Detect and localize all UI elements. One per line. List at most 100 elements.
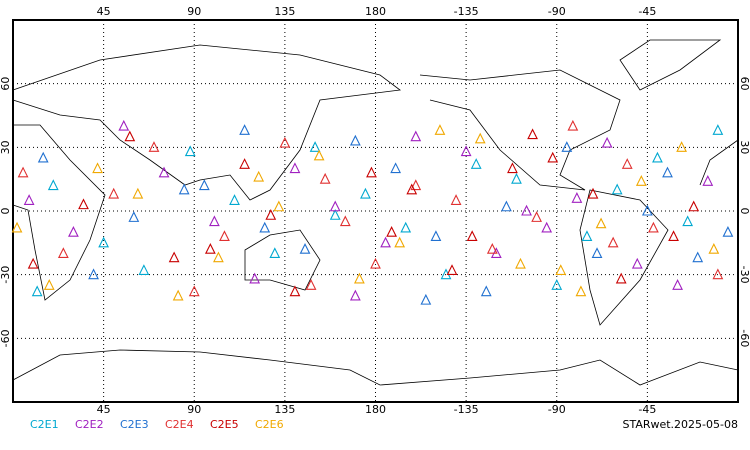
- x-tick-label: 90: [187, 403, 201, 416]
- observation-marker: [515, 257, 526, 269]
- legend-label: C2E2: [75, 418, 104, 431]
- observation-marker: [676, 141, 688, 152]
- observation-marker: [37, 151, 49, 163]
- observation-marker: [68, 225, 79, 237]
- x-tick-label: 45: [97, 403, 111, 416]
- observation-marker: [380, 236, 391, 248]
- x-tick-label: -135: [454, 403, 479, 416]
- observation-marker: [386, 225, 398, 237]
- legend-label: C2E6: [255, 418, 284, 431]
- observation-marker: [531, 211, 543, 222]
- observation-marker: [57, 247, 69, 258]
- observation-marker: [213, 251, 224, 263]
- coastline: [699, 139, 739, 186]
- observation-marker: [575, 285, 587, 297]
- observation-marker: [265, 209, 277, 220]
- y-tick-label: 30: [0, 140, 12, 154]
- observation-marker: [722, 225, 734, 237]
- observation-marker: [204, 242, 216, 254]
- observation-marker: [648, 221, 659, 233]
- observation-marker: [486, 242, 498, 254]
- observation-marker: [501, 200, 512, 212]
- stamp: STARwet.2025-05-08: [622, 418, 738, 431]
- observation-marker: [172, 289, 184, 301]
- observation-marker: [615, 272, 627, 284]
- observation-marker: [108, 187, 120, 199]
- y-tick-label: -60: [738, 329, 750, 347]
- observation-marker: [353, 272, 365, 284]
- observation-marker: [239, 158, 250, 169]
- observation-marker: [11, 221, 23, 233]
- observation-marker: [273, 200, 285, 212]
- observation-marker: [662, 166, 673, 178]
- observation-marker: [611, 183, 623, 195]
- observation-marker: [702, 175, 714, 186]
- x-tick-label: 180: [365, 5, 386, 18]
- y-tick-label: -60: [0, 329, 12, 347]
- observation-marker: [259, 221, 271, 233]
- observation-marker: [43, 279, 55, 290]
- y-tick-label: 0: [738, 208, 750, 215]
- x-tick-label: 180: [365, 403, 386, 416]
- observation-marker: [132, 187, 144, 199]
- y-tick-label: 60: [0, 77, 12, 91]
- coastline: [579, 189, 669, 326]
- observation-marker: [631, 257, 643, 269]
- observation-marker: [551, 279, 563, 290]
- observation-marker: [269, 247, 281, 258]
- observation-marker: [23, 194, 35, 205]
- observation-marker: [349, 134, 361, 146]
- observation-marker: [309, 141, 321, 152]
- observation-marker: [688, 200, 700, 212]
- observation-marker: [305, 279, 317, 290]
- y-tick-label: -30: [738, 266, 750, 284]
- observation-marker: [253, 170, 265, 182]
- observation-marker: [148, 141, 160, 152]
- observation-marker: [78, 198, 89, 210]
- y-tick-label: 0: [0, 208, 12, 215]
- observation-marker: [289, 285, 301, 297]
- observation-marker: [587, 187, 599, 199]
- observation-marker: [98, 236, 110, 248]
- observation-marker: [299, 242, 311, 254]
- x-tick-label: 135: [274, 403, 295, 416]
- observation-marker: [480, 285, 492, 297]
- observation-marker: [712, 268, 724, 280]
- observation-marker: [668, 230, 679, 242]
- observation-marker: [128, 211, 140, 222]
- coastline: [12, 124, 106, 301]
- observation-marker: [430, 230, 442, 242]
- observation-marker: [652, 151, 663, 163]
- observation-marker: [474, 132, 486, 144]
- observation-marker: [31, 285, 43, 297]
- legend-label: C2E5: [210, 418, 239, 431]
- observation-marker: [434, 124, 446, 135]
- observation-marker: [168, 251, 180, 263]
- observation-marker: [641, 204, 653, 216]
- x-tick-label: -90: [548, 403, 566, 416]
- observation-marker: [410, 179, 422, 191]
- x-tick-label: 90: [187, 5, 201, 18]
- observation-marker: [339, 215, 351, 227]
- coastline: [244, 229, 321, 291]
- observation-marker: [595, 217, 607, 229]
- y-tick-label: 30: [738, 140, 750, 154]
- observation-marker: [47, 179, 59, 191]
- observation-marker: [466, 230, 478, 242]
- observation-marker: [279, 136, 291, 148]
- observation-marker: [692, 251, 704, 263]
- observation-marker: [511, 172, 522, 184]
- observation-marker: [329, 209, 341, 220]
- x-tick-label: -135: [454, 5, 479, 18]
- observation-marker: [635, 175, 647, 186]
- observation-marker: [17, 166, 29, 178]
- observation-marker: [366, 166, 377, 178]
- x-tick-label: -45: [638, 403, 656, 416]
- observation-marker: [124, 130, 136, 142]
- observation-marker: [591, 247, 603, 258]
- observation-marker: [249, 272, 261, 284]
- observation-marker: [27, 257, 39, 269]
- observation-marker: [229, 194, 240, 205]
- observation-marker: [460, 145, 472, 157]
